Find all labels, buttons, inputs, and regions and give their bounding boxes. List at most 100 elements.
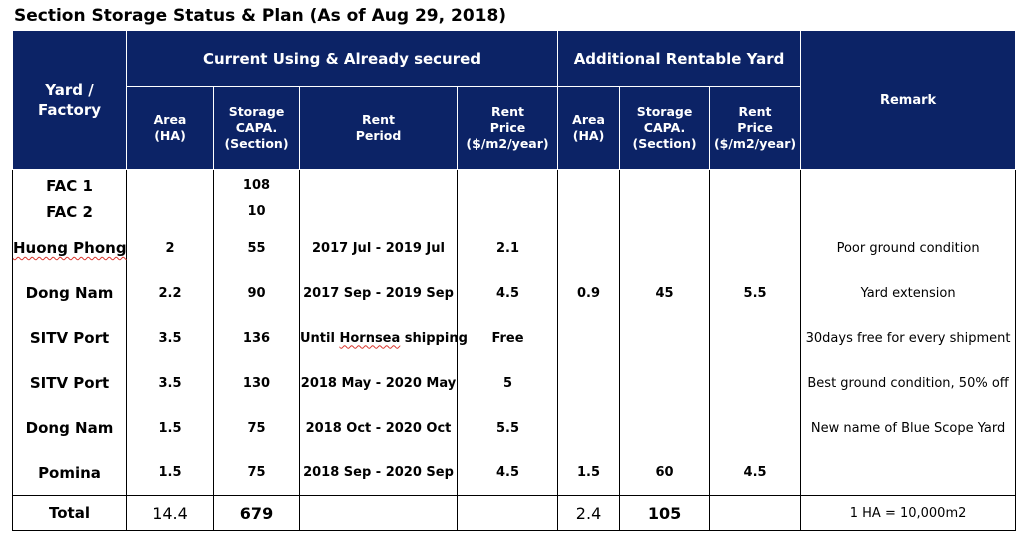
- total-add-storage: 105: [619, 495, 711, 531]
- page-title: Section Storage Status & Plan (As of Aug…: [14, 6, 507, 26]
- cell-remark: 30days free for every shipment: [800, 315, 1017, 361]
- cell-remark: Poor ground condition: [800, 225, 1017, 271]
- cell-add-rent-price: [709, 405, 802, 451]
- cell-remark: New name of Blue Scope Yard: [800, 405, 1017, 451]
- cell-storage: 90: [213, 270, 300, 316]
- cell-storage: 108: [213, 169, 300, 198]
- cell-area: [126, 169, 214, 198]
- header-rent-price-line2: Price: [489, 120, 526, 135]
- cell-storage: 130: [213, 360, 300, 406]
- cell-add-rent-price: 5.5: [709, 270, 802, 316]
- header-add-storage-capa: Storage CAPA. (Section): [619, 86, 711, 170]
- cell-storage: 75: [213, 405, 300, 451]
- cell-rent-period: 2017 Sep - 2019 Sep: [299, 270, 458, 316]
- table-row: FAC 1 108: [12, 169, 1017, 198]
- header-add-area-line2: (HA): [572, 128, 605, 143]
- table-row: Dong Nam 2.2 90 2017 Sep - 2019 Sep 4.5 …: [12, 270, 1017, 316]
- total-rent-price: [456, 495, 559, 531]
- cell-area: 2.2: [126, 270, 214, 316]
- cell-rent-price: 4.5: [456, 450, 559, 496]
- header-add-storage-line1: Storage: [636, 104, 693, 119]
- table-row: SITV Port 3.5 130 2018 May - 2020 May 5 …: [12, 360, 1017, 406]
- total-area: 14.4: [126, 495, 214, 531]
- header-area-line2: (HA): [154, 128, 186, 143]
- total-storage: 679: [213, 495, 300, 531]
- cell-add-rent-price: [709, 197, 802, 226]
- header-rent-price-line1: Rent: [491, 104, 524, 119]
- cell-remark: [800, 169, 1017, 198]
- cell-storage: 10: [213, 197, 300, 226]
- header-storage-line2: CAPA.: [235, 120, 278, 135]
- header-yard-factory: Yard / Factory: [12, 30, 127, 170]
- header-storage-line3: (Section): [224, 136, 289, 151]
- header-add-area: Area (HA): [557, 86, 621, 170]
- total-rent-period: [299, 495, 458, 531]
- header-add-rent-price: Rent Price ($/m2/year): [709, 86, 802, 170]
- cell-area: 2: [126, 225, 214, 271]
- cell-rent-price: 4.5: [456, 270, 559, 316]
- cell-add-rent-price: 4.5: [709, 450, 802, 496]
- storage-status-table: Yard / Factory Current Using & Already s…: [12, 30, 1017, 531]
- cell-area: 3.5: [126, 360, 214, 406]
- cell-rent-price: [456, 197, 559, 226]
- table-row: SITV Port 3.5 136 Until Hornsea shipping…: [12, 315, 1017, 361]
- header-rent-price: Rent Price ($/m2/year): [456, 86, 559, 170]
- cell-rent-period: 2017 Jul - 2019 Jul: [299, 225, 458, 271]
- total-add-area: 2.4: [557, 495, 621, 531]
- cell-yard: Pomina: [12, 450, 127, 496]
- header-add-rent-price-line3: ($/m2/year): [713, 136, 797, 151]
- cell-yard: SITV Port: [12, 315, 127, 361]
- cell-add-storage: 60: [619, 450, 711, 496]
- cell-add-area: [557, 225, 621, 271]
- cell-area: [126, 197, 214, 226]
- cell-rent-period-word: Hornsea: [339, 330, 401, 346]
- cell-yard: FAC 2: [12, 197, 127, 226]
- cell-area: 3.5: [126, 315, 214, 361]
- cell-add-area: [557, 169, 621, 198]
- cell-add-area: [557, 405, 621, 451]
- header-add-rent-price-line2: Price: [737, 120, 773, 135]
- cell-add-area: [557, 315, 621, 361]
- cell-add-rent-price: [709, 225, 802, 271]
- cell-add-storage: [619, 225, 711, 271]
- table-row: Dong Nam 1.5 75 2018 Oct - 2020 Oct 5.5 …: [12, 405, 1017, 451]
- cell-rent-price: Free: [456, 315, 559, 361]
- cell-storage: 55: [213, 225, 300, 271]
- cell-rent-price: 2.1: [456, 225, 559, 271]
- cell-remark: [800, 450, 1017, 496]
- cell-add-rent-price: [709, 360, 802, 406]
- header-area-line1: Area: [153, 112, 187, 127]
- cell-add-storage: [619, 315, 711, 361]
- header-remark: Remark: [800, 30, 1017, 170]
- cell-yard: Dong Nam: [12, 270, 127, 316]
- cell-rent-period: 2018 Sep - 2020 Sep: [299, 450, 458, 496]
- cell-rent-period-prefix: Until: [300, 330, 340, 346]
- cell-rent-price: [456, 169, 559, 198]
- cell-rent-period: 2018 Oct - 2020 Oct: [299, 405, 458, 451]
- cell-add-rent-price: [709, 169, 802, 198]
- cell-area: 1.5: [126, 405, 214, 451]
- header-group-current: Current Using & Already secured: [125, 30, 559, 87]
- cell-rent-price: 5.5: [456, 405, 559, 451]
- cell-remark: Yard extension: [800, 270, 1017, 316]
- header-group-additional: Additional Rentable Yard: [557, 30, 802, 87]
- cell-add-storage: 45: [619, 270, 711, 316]
- table-row: FAC 2 10: [12, 197, 1017, 226]
- cell-storage: 136: [213, 315, 300, 361]
- cell-rent-period: [299, 169, 458, 198]
- cell-rent-period: Until Hornsea shipping: [299, 315, 468, 361]
- cell-yard-text: Huong Phong: [13, 239, 127, 257]
- cell-yard: SITV Port: [12, 360, 127, 406]
- header-rent-period-line2: Period: [355, 128, 402, 143]
- cell-yard: FAC 1: [12, 169, 127, 198]
- header-storage-capa: Storage CAPA. (Section): [213, 86, 300, 170]
- header-rent-period: Rent Period: [299, 86, 458, 170]
- cell-add-area: 1.5: [557, 450, 621, 496]
- table-row: Huong Phong 2 55 2017 Jul - 2019 Jul 2.1…: [12, 225, 1017, 271]
- header-yard-line2: Factory: [37, 101, 102, 119]
- cell-storage: 75: [213, 450, 300, 496]
- header-yard-line1: Yard /: [45, 81, 94, 99]
- cell-add-area: [557, 197, 621, 226]
- cell-add-storage: [619, 169, 711, 198]
- header-add-storage-line3: (Section): [632, 136, 697, 151]
